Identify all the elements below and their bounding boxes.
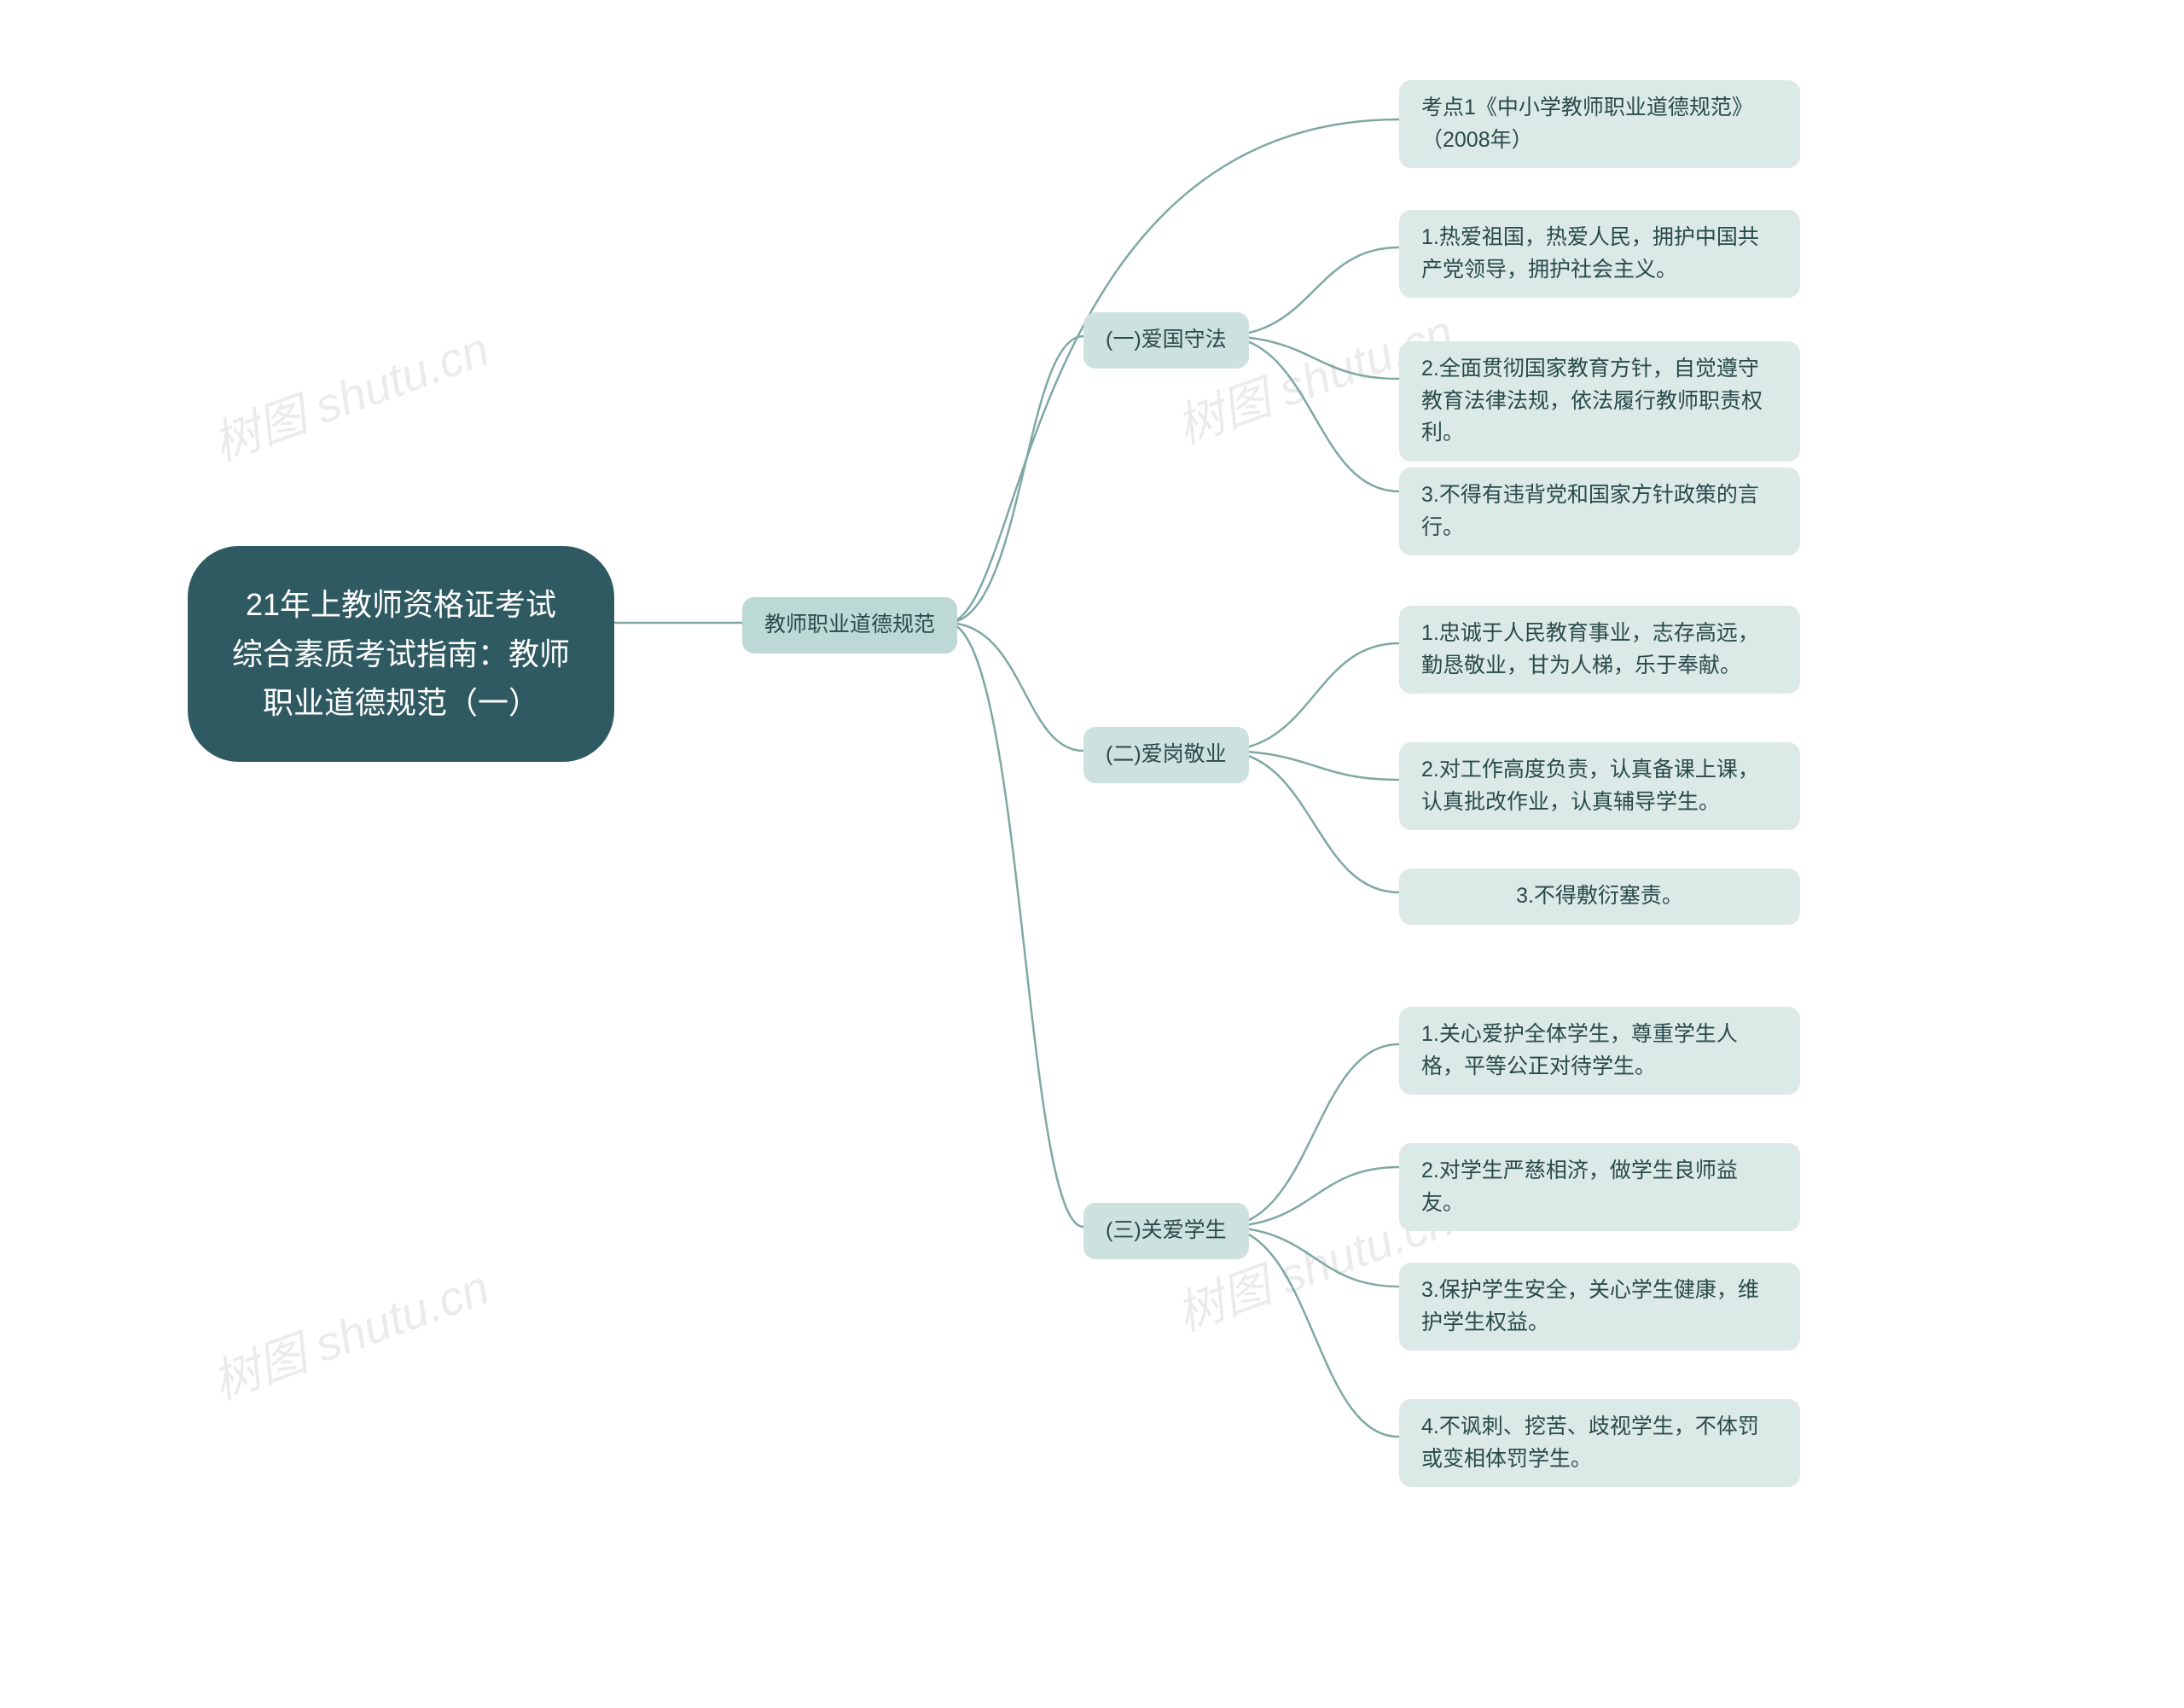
level2-node-2[interactable]: (二)爱岗敬业 [1083, 727, 1249, 783]
leaf-node[interactable]: 2.全面贯彻国家教育方针，自觉遵守教育法律法规，依法履行教师职责权利。 [1399, 341, 1800, 462]
leaf-node[interactable]: 3.不得敷衍塞责。 [1399, 869, 1800, 925]
level2-node-3[interactable]: (三)关爱学生 [1083, 1203, 1249, 1259]
watermark: 树图 shutu.cn [201, 1249, 497, 1413]
level1-node[interactable]: 教师职业道德规范 [742, 597, 957, 654]
connector-lines [0, 0, 2184, 1708]
level2-node-1[interactable]: (一)爱国守法 [1083, 312, 1249, 369]
leaf-node[interactable]: 3.保护学生安全，关心学生健康，维护学生权益。 [1399, 1263, 1800, 1351]
leaf-node[interactable]: 4.不讽刺、挖苦、歧视学生，不体罚或变相体罚学生。 [1399, 1399, 1800, 1487]
leaf-node[interactable]: 1.关心爱护全体学生，尊重学生人格，平等公正对待学生。 [1399, 1007, 1800, 1095]
root-node[interactable]: 21年上教师资格证考试综合素质考试指南：教师职业道德规范（一） [188, 546, 614, 762]
leaf-node[interactable]: 3.不得有违背党和国家方针政策的言行。 [1399, 468, 1800, 555]
leaf-node[interactable]: 考点1《中小学教师职业道德规范》（2008年） [1399, 80, 1800, 168]
leaf-node[interactable]: 2.对学生严慈相济，做学生良师益友。 [1399, 1143, 1800, 1231]
leaf-node[interactable]: 1.热爱祖国，热爱人民，拥护中国共产党领导，拥护社会主义。 [1399, 210, 1800, 298]
leaf-node[interactable]: 2.对工作高度负责，认真备课上课，认真批改作业，认真辅导学生。 [1399, 742, 1800, 830]
leaf-node[interactable]: 1.忠诚于人民教育事业，志存高远，勤恳敬业，甘为人梯，乐于奉献。 [1399, 606, 1800, 694]
watermark: 树图 shutu.cn [201, 311, 497, 474]
